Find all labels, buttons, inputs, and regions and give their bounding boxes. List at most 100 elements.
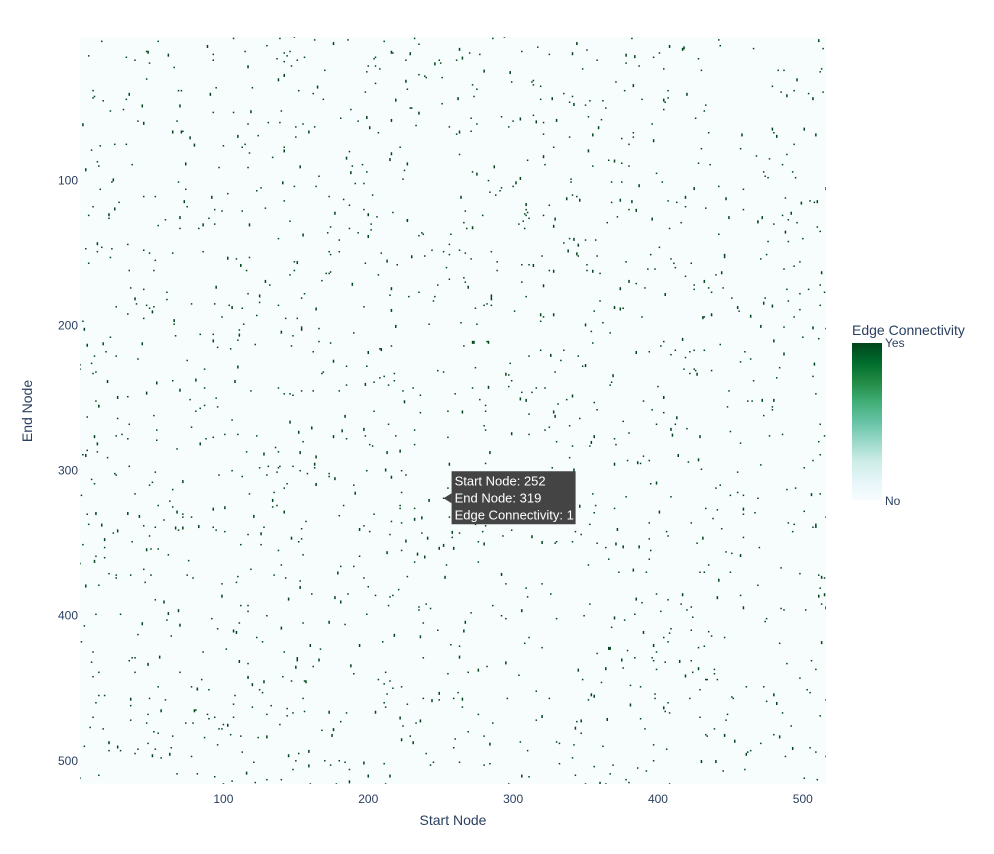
- edge-cell[interactable]: [723, 256, 726, 259]
- edge-cell[interactable]: [300, 390, 303, 392]
- edge-cell[interactable]: [115, 574, 117, 576]
- edge-cell[interactable]: [697, 58, 700, 60]
- edge-cell[interactable]: [479, 398, 481, 401]
- edge-cell[interactable]: [127, 313, 129, 315]
- edge-cell[interactable]: [793, 316, 795, 318]
- edge-cell[interactable]: [138, 514, 141, 518]
- edge-cell[interactable]: [705, 678, 707, 681]
- edge-cell[interactable]: [568, 456, 571, 459]
- edge-cell[interactable]: [584, 783, 587, 785]
- edge-cell[interactable]: [571, 394, 574, 398]
- edge-cell[interactable]: [713, 673, 716, 675]
- edge-cell[interactable]: [283, 200, 285, 202]
- edge-cell[interactable]: [247, 65, 249, 69]
- edge-cell[interactable]: [554, 414, 556, 418]
- edge-cell[interactable]: [247, 533, 249, 536]
- edge-cell[interactable]: [484, 462, 487, 465]
- edge-cell[interactable]: [383, 40, 385, 43]
- edge-cell[interactable]: [400, 738, 403, 742]
- edge-cell[interactable]: [295, 665, 297, 669]
- edge-cell[interactable]: [571, 541, 574, 543]
- edge-cell[interactable]: [208, 217, 210, 220]
- edge-cell[interactable]: [438, 546, 440, 550]
- edge-cell[interactable]: [467, 285, 469, 289]
- edge-cell[interactable]: [114, 143, 116, 146]
- edge-cell[interactable]: [300, 326, 303, 328]
- edge-cell[interactable]: [368, 530, 371, 533]
- edge-cell[interactable]: [142, 568, 145, 571]
- edge-cell[interactable]: [222, 723, 225, 726]
- edge-cell[interactable]: [700, 147, 703, 150]
- edge-cell[interactable]: [508, 385, 510, 388]
- edge-cell[interactable]: [134, 671, 136, 674]
- edge-cell[interactable]: [573, 744, 575, 746]
- edge-cell[interactable]: [218, 166, 220, 169]
- edge-cell[interactable]: [771, 127, 774, 131]
- edge-cell[interactable]: [776, 702, 778, 706]
- edge-cell[interactable]: [818, 39, 820, 41]
- edge-cell[interactable]: [212, 111, 215, 114]
- edge-cell[interactable]: [664, 661, 666, 663]
- edge-cell[interactable]: [508, 374, 510, 376]
- edge-cell[interactable]: [87, 262, 90, 265]
- edge-cell[interactable]: [715, 274, 717, 276]
- edge-cell[interactable]: [422, 657, 425, 659]
- edge-cell[interactable]: [765, 700, 768, 703]
- edge-cell[interactable]: [363, 306, 365, 308]
- edge-cell[interactable]: [762, 171, 765, 173]
- edge-cell[interactable]: [154, 471, 157, 473]
- edge-cell[interactable]: [215, 285, 217, 289]
- edge-cell[interactable]: [203, 404, 206, 407]
- edge-cell[interactable]: [174, 526, 177, 530]
- edge-cell[interactable]: [728, 216, 730, 220]
- edge-cell[interactable]: [762, 414, 765, 417]
- edge-cell[interactable]: [521, 774, 523, 778]
- edge-cell[interactable]: [452, 546, 455, 550]
- edge-cell[interactable]: [722, 770, 724, 772]
- edge-cell[interactable]: [137, 633, 139, 636]
- edge-cell[interactable]: [295, 136, 297, 138]
- edge-cell[interactable]: [412, 387, 414, 389]
- edge-cell[interactable]: [145, 548, 148, 552]
- edge-cell[interactable]: [419, 636, 422, 639]
- edge-cell[interactable]: [263, 526, 265, 529]
- edge-cell[interactable]: [458, 761, 461, 763]
- edge-cell[interactable]: [648, 538, 651, 540]
- edge-cell[interactable]: [526, 211, 529, 214]
- edge-cell[interactable]: [306, 472, 309, 475]
- edge-cell[interactable]: [563, 242, 565, 244]
- edge-cell[interactable]: [505, 661, 507, 665]
- edge-cell[interactable]: [548, 697, 551, 700]
- edge-cell[interactable]: [134, 59, 136, 61]
- edge-cell[interactable]: [581, 678, 584, 681]
- edge-cell[interactable]: [115, 306, 117, 308]
- edge-cell[interactable]: [351, 282, 354, 286]
- edge-cell[interactable]: [742, 507, 745, 511]
- edge-cell[interactable]: [697, 162, 700, 164]
- edge-cell[interactable]: [334, 477, 336, 481]
- edge-cell[interactable]: [261, 641, 264, 643]
- edge-cell[interactable]: [92, 205, 94, 208]
- edge-cell[interactable]: [544, 429, 546, 431]
- edge-cell[interactable]: [198, 227, 200, 230]
- edge-cell[interactable]: [87, 55, 90, 57]
- edge-cell[interactable]: [716, 596, 719, 600]
- edge-cell[interactable]: [227, 723, 229, 727]
- edge-cell[interactable]: [405, 539, 407, 543]
- edge-cell[interactable]: [823, 593, 826, 597]
- edge-cell[interactable]: [622, 545, 624, 549]
- edge-cell[interactable]: [296, 659, 299, 662]
- edge-cell[interactable]: [571, 445, 574, 447]
- edge-cell[interactable]: [177, 529, 180, 531]
- edge-cell[interactable]: [93, 435, 96, 439]
- edge-cell[interactable]: [576, 720, 578, 723]
- edge-cell[interactable]: [283, 149, 285, 153]
- edge-cell[interactable]: [476, 172, 478, 176]
- edge-cell[interactable]: [237, 339, 239, 341]
- edge-cell[interactable]: [303, 292, 306, 295]
- edge-cell[interactable]: [374, 710, 377, 714]
- edge-cell[interactable]: [224, 433, 226, 436]
- edge-cell[interactable]: [697, 458, 700, 462]
- edge-cell[interactable]: [218, 728, 220, 730]
- edge-cell[interactable]: [98, 694, 100, 697]
